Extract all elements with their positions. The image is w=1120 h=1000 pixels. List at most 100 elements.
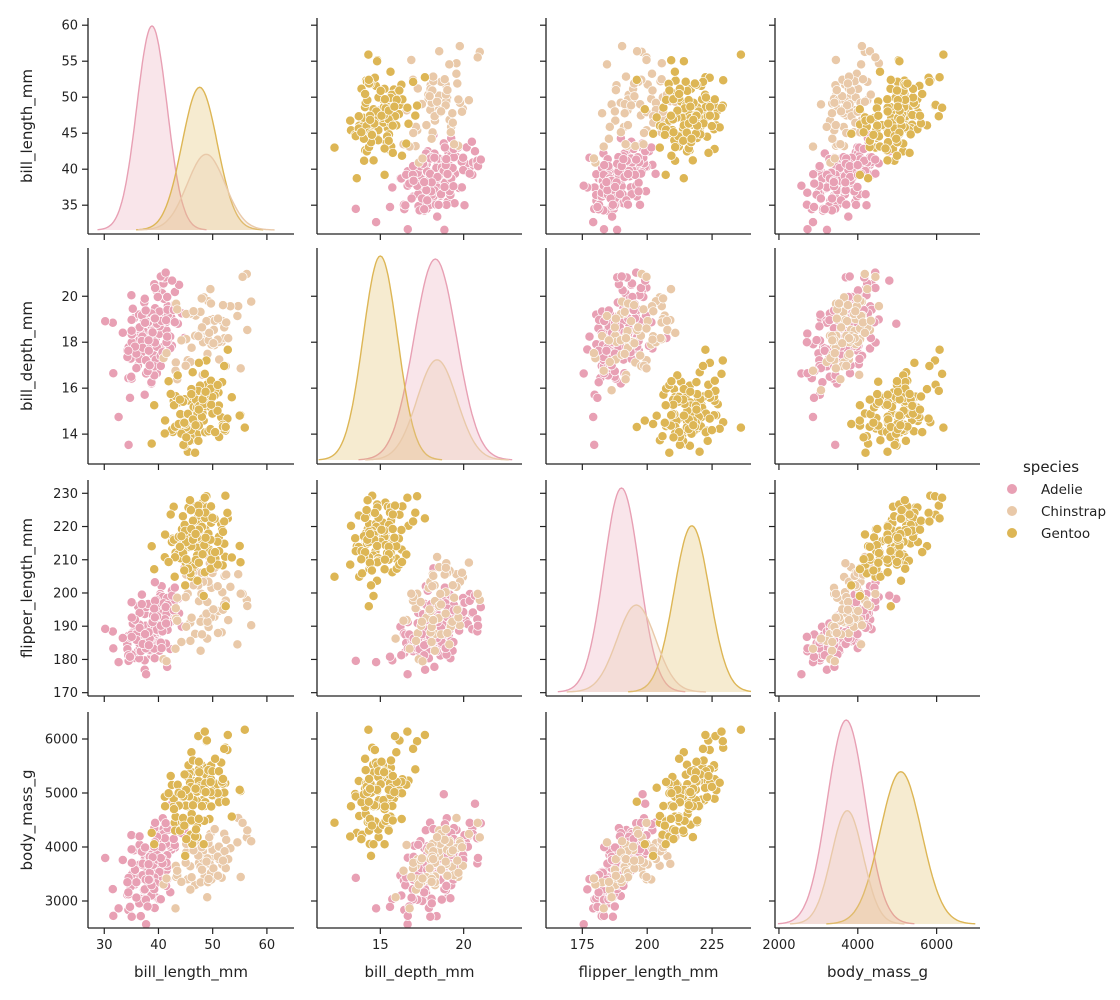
point-adelie-142 [402,224,413,235]
y-tick-label: 40 [61,163,78,178]
point-chinstrap-62 [223,615,234,626]
point-gentoo-7 [735,724,746,735]
point-gentoo-81 [219,516,230,527]
point-chinstrap-64 [588,153,599,164]
point-chinstrap-67 [598,365,609,376]
panel-flipper_length_mm-vs-body_mass_g [769,480,980,702]
point-adelie-127 [640,798,651,809]
point-gentoo-111 [379,554,390,565]
point-gentoo-105 [678,56,689,67]
point-gentoo-118 [668,432,679,443]
point-gentoo-117 [868,417,879,428]
point-gentoo-7 [938,422,949,433]
point-chinstrap-28 [246,620,257,631]
point-chinstrap-62 [621,71,631,82]
point-gentoo-118 [181,834,192,845]
y-tick-label: 220 [53,520,78,535]
point-gentoo-116 [892,386,903,397]
point-gentoo-100 [864,394,875,405]
point-chinstrap-61 [440,562,451,573]
point-gentoo-69 [198,839,209,850]
y-tick-label: 60 [61,19,78,34]
point-adelie-145 [439,182,450,192]
point-chinstrap-56 [176,637,187,647]
point-chinstrap-66 [218,300,228,311]
point-gentoo-94 [160,801,171,812]
point-gentoo-103 [648,128,659,139]
panel-bill_depth_mm-vs-flipper_length_mm [540,248,751,470]
point-chinstrap-65 [610,870,621,881]
point-gentoo-73 [923,507,934,518]
point-adelie-107 [808,412,818,422]
panel-bill_length_mm-vs-bill_length_mm: 35 40 45 50 55 60 bill_length_mm [18,18,294,240]
y-tick-label: 170 [53,686,78,701]
point-chinstrap-55 [842,100,853,111]
point-gentoo-7 [735,49,746,60]
point-adelie-89 [589,439,600,450]
kde-line-adelie-bill_depth_mm [358,258,513,461]
point-gentoo-102 [394,85,405,96]
point-chinstrap-36 [451,68,462,79]
point-gentoo-63 [169,804,179,815]
point-adelie-145 [852,182,863,192]
kde-fill-chinstrap-bill_length_mm [137,154,275,230]
panel-flipper_length_mm-vs-flipper_length_mm [540,480,752,702]
point-gentoo-27 [201,735,212,746]
kde-line-chinstrap-bill_depth_mm [365,359,509,461]
point-adelie-107 [371,217,382,228]
panel-bill_depth_mm-vs-bill_depth_mm [311,248,522,470]
point-adelie-26 [449,198,460,209]
point-chinstrap-66 [452,604,463,615]
point-adelie-144 [117,327,128,338]
point-gentoo-113 [660,400,671,411]
point-adelie-58 [582,884,593,895]
point-chinstrap-45 [444,59,455,70]
point-chinstrap-65 [831,628,842,638]
point-chinstrap-33 [641,323,652,334]
point-gentoo-61 [410,110,421,121]
point-adelie-137 [841,199,852,210]
point-gentoo-73 [222,507,233,518]
panel-body_mass_g-vs-flipper_length_mm: 175 200 225 flipper_length_mm [540,712,751,982]
y-tick-label: 35 [61,199,78,214]
kde-fill-gentoo-flipper_length_mm [628,525,751,692]
point-gentoo-7 [363,724,374,735]
point-gentoo-51 [360,765,371,776]
point-gentoo-110 [387,815,398,826]
point-gentoo-10 [678,173,689,184]
point-gentoo-113 [149,839,160,850]
point-adelie-107 [113,412,124,422]
point-gentoo-3 [346,520,356,531]
point-adelie-101 [131,877,142,888]
point-gentoo-31 [702,435,713,446]
point-gentoo-115 [688,420,699,431]
point-chinstrap-58 [221,317,232,328]
point-gentoo-99 [363,74,374,85]
point-gentoo-117 [179,820,190,831]
point-gentoo-112 [210,547,221,558]
point-chinstrap-27 [474,832,485,843]
point-chinstrap-42 [453,94,464,105]
point-gentoo-100 [174,394,185,405]
point-chinstrap-63 [208,863,219,874]
point-gentoo-100 [174,541,185,552]
point-gentoo-81 [924,516,935,527]
point-gentoo-7 [938,49,949,60]
y-tick-label: 5000 [45,787,78,802]
y-tick-label: 16 [61,382,78,397]
point-gentoo-97 [661,777,672,787]
point-chinstrap-42 [206,298,216,309]
point-chinstrap-52 [416,853,427,864]
point-chinstrap-58 [221,834,232,845]
kde-fill-adelie-body_mass_g [777,720,915,924]
point-adelie-2 [865,343,875,354]
point-chinstrap-36 [647,68,657,79]
point-gentoo-61 [193,357,204,368]
point-chinstrap-28 [454,41,465,52]
x-tick-label: 4000 [841,938,874,953]
point-chinstrap-63 [424,604,435,615]
point-gentoo-115 [895,420,906,431]
point-chinstrap-36 [225,581,236,592]
point-adelie-140 [125,392,135,403]
point-gentoo-64 [700,730,711,740]
